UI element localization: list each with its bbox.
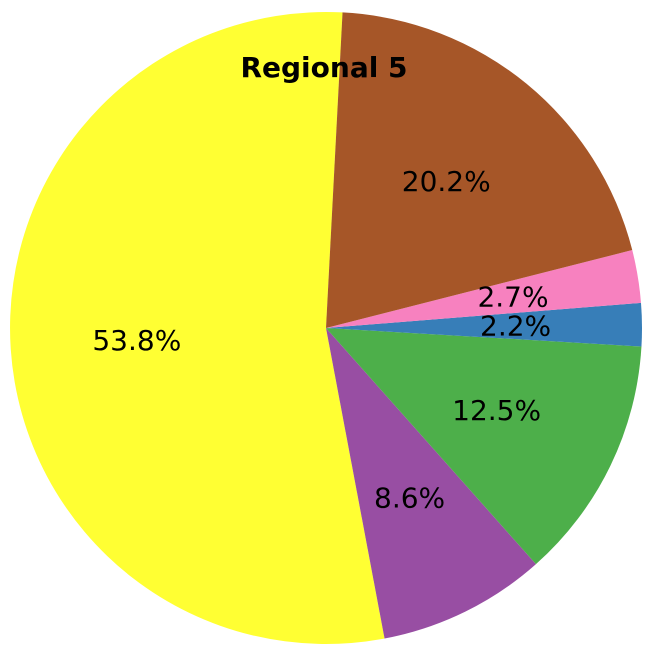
pie-slice [326,328,642,565]
pie-slice [326,302,643,347]
pie-slice-label: 2.7% [477,280,548,313]
pie-slice-label: 2.2% [480,310,551,343]
pie-slice-label: 53.8% [92,324,181,357]
pie-slice [326,250,641,328]
pie-slices [10,11,643,644]
pie-slice-label: 20.2% [402,165,491,198]
chart-title: Regional 5 [240,51,407,84]
pie-slice [326,328,536,639]
pie-slice [10,11,385,644]
pie-slice-label: 8.6% [374,482,445,515]
pie-slice [326,12,633,329]
pie-labels: 53.8% 8.6% 12.5% 2.2%2.7% 20.2% [92,165,551,515]
pie-slice-label: 12.5% [452,394,541,427]
